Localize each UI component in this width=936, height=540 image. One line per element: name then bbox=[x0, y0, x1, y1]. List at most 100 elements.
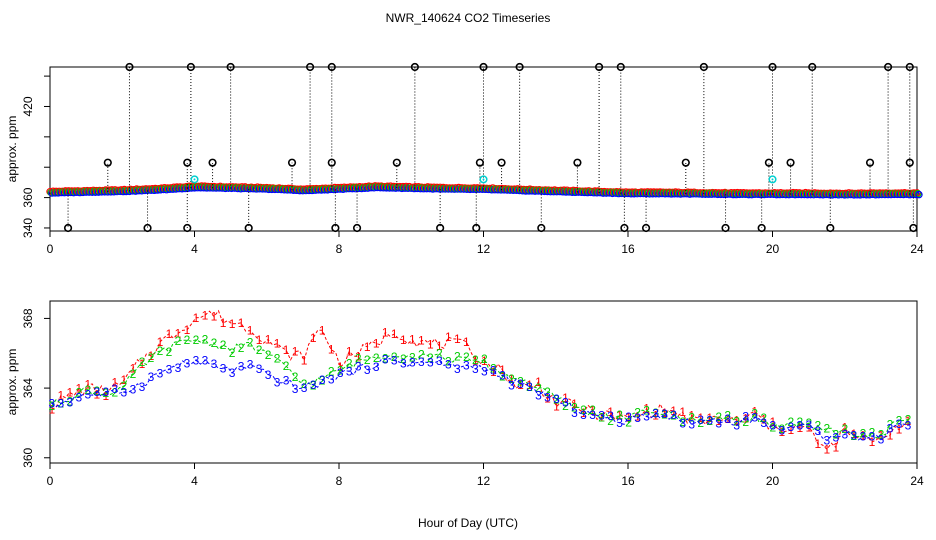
series-3-marker: 3 bbox=[265, 368, 272, 382]
series-2-marker: 2 bbox=[580, 403, 587, 417]
series-2-marker: 2 bbox=[571, 400, 578, 414]
series-3-marker: 3 bbox=[589, 408, 596, 422]
series-3-marker: 3 bbox=[751, 410, 758, 424]
series-2-marker: 2 bbox=[130, 367, 137, 381]
spike-mid-point bbox=[681, 158, 690, 167]
series-3-marker: 3 bbox=[121, 385, 128, 399]
series-1-marker: 1 bbox=[373, 336, 380, 350]
series-2-marker: 2 bbox=[616, 408, 623, 422]
series-2-marker: 2 bbox=[48, 399, 55, 413]
series-2-marker: 2 bbox=[769, 420, 776, 434]
series-3-marker: 3 bbox=[724, 412, 731, 426]
series-3-marker: 3 bbox=[157, 367, 164, 381]
x-tick-label: 12 bbox=[477, 242, 491, 256]
series-2-marker: 2 bbox=[589, 403, 596, 417]
spike-mid-point bbox=[764, 158, 773, 167]
series-2-marker: 2 bbox=[148, 351, 155, 365]
series-2-marker: 2 bbox=[382, 351, 389, 365]
series-1-marker: 1 bbox=[535, 375, 542, 389]
series-2-marker: 2 bbox=[229, 346, 236, 360]
series-1-marker: 1 bbox=[481, 354, 488, 368]
baseline-point-1 bbox=[913, 189, 921, 197]
spike-high-point bbox=[327, 62, 336, 72]
series-2-marker: 2 bbox=[238, 341, 245, 355]
series-2-marker: 2 bbox=[472, 353, 479, 367]
series-3-marker: 3 bbox=[355, 359, 362, 373]
series-2-marker: 2 bbox=[139, 355, 146, 369]
series-2-marker: 2 bbox=[265, 348, 272, 362]
series-3-marker: 3 bbox=[193, 353, 200, 367]
series-2-marker: 2 bbox=[815, 418, 822, 432]
series-1-marker: 1 bbox=[517, 378, 524, 392]
flagged-point-center bbox=[771, 178, 774, 181]
series-1-marker: 1 bbox=[724, 412, 731, 426]
series-3-marker: 3 bbox=[697, 413, 704, 427]
series-3-marker: 3 bbox=[94, 385, 101, 399]
series-1-marker: 1 bbox=[148, 349, 155, 363]
spike-low-point bbox=[183, 223, 192, 233]
series-2-marker: 2 bbox=[553, 392, 560, 406]
series-1-marker: 1 bbox=[490, 365, 497, 379]
series-3-marker: 3 bbox=[688, 417, 695, 431]
series-1-marker: 1 bbox=[184, 323, 191, 337]
series-1-marker: 1 bbox=[661, 406, 668, 420]
series-3-marker: 3 bbox=[634, 411, 641, 425]
series-1-marker: 1 bbox=[94, 387, 101, 401]
series-3-marker: 3 bbox=[66, 396, 73, 410]
series-3-marker: 3 bbox=[319, 373, 326, 387]
series-2-marker: 2 bbox=[292, 370, 299, 384]
x-tick-label: 4 bbox=[191, 474, 198, 488]
series-2-marker: 2 bbox=[274, 351, 281, 365]
series-3-marker: 3 bbox=[337, 366, 344, 380]
series-3-marker: 3 bbox=[400, 357, 407, 371]
series-2-marker: 2 bbox=[355, 351, 362, 365]
series-3-marker: 3 bbox=[499, 369, 506, 383]
spike-high-point bbox=[808, 62, 817, 72]
series-3-marker: 3 bbox=[481, 365, 488, 379]
series-3-marker: 3 bbox=[905, 418, 912, 432]
series-3-line bbox=[51, 358, 909, 442]
series-1-marker: 1 bbox=[103, 389, 110, 403]
flagged-point bbox=[190, 175, 199, 184]
spike-low-point bbox=[537, 223, 546, 233]
series-3-marker: 3 bbox=[787, 420, 794, 434]
x-tick-label: 12 bbox=[477, 474, 491, 488]
series-2-marker: 2 bbox=[562, 399, 569, 413]
series-3-marker: 3 bbox=[229, 366, 236, 380]
series-2-marker: 2 bbox=[643, 404, 650, 418]
series-1-marker: 1 bbox=[112, 375, 119, 389]
series-1-marker: 1 bbox=[616, 408, 623, 422]
series-2-marker: 2 bbox=[220, 338, 227, 352]
series-3-marker: 3 bbox=[842, 427, 849, 441]
series-1-marker: 1 bbox=[643, 402, 650, 416]
series-3-marker: 3 bbox=[896, 417, 903, 431]
series-1-marker: 1 bbox=[454, 332, 461, 346]
plot-frame bbox=[49, 66, 918, 232]
spike-high-point bbox=[226, 62, 235, 72]
flagged-point-center bbox=[482, 178, 485, 181]
series-3-marker: 3 bbox=[418, 355, 425, 369]
spike-low-point bbox=[143, 223, 152, 233]
series-1-marker: 1 bbox=[607, 405, 614, 419]
series-1-marker: 1 bbox=[787, 423, 794, 437]
series-1-marker: 1 bbox=[75, 382, 82, 396]
series-3-marker: 3 bbox=[472, 362, 479, 376]
y-tick-label: 340 bbox=[21, 218, 35, 238]
series-1-marker: 1 bbox=[382, 326, 389, 340]
spike-mid-point bbox=[327, 158, 336, 167]
series-2-marker: 2 bbox=[157, 344, 164, 358]
series-2-marker: 2 bbox=[66, 394, 73, 408]
series-2-marker: 2 bbox=[760, 411, 767, 425]
series-1-marker: 1 bbox=[121, 373, 128, 387]
series-3-marker: 3 bbox=[220, 362, 227, 376]
series-3-marker: 3 bbox=[742, 410, 749, 424]
series-3-marker: 3 bbox=[373, 360, 380, 374]
series-3-marker: 3 bbox=[283, 374, 290, 388]
spike-high-point bbox=[594, 62, 604, 72]
series-2-marker: 2 bbox=[544, 385, 551, 399]
series-1-marker: 1 bbox=[337, 360, 344, 374]
series-3-marker: 3 bbox=[778, 424, 785, 438]
series-3-marker: 3 bbox=[508, 378, 515, 392]
